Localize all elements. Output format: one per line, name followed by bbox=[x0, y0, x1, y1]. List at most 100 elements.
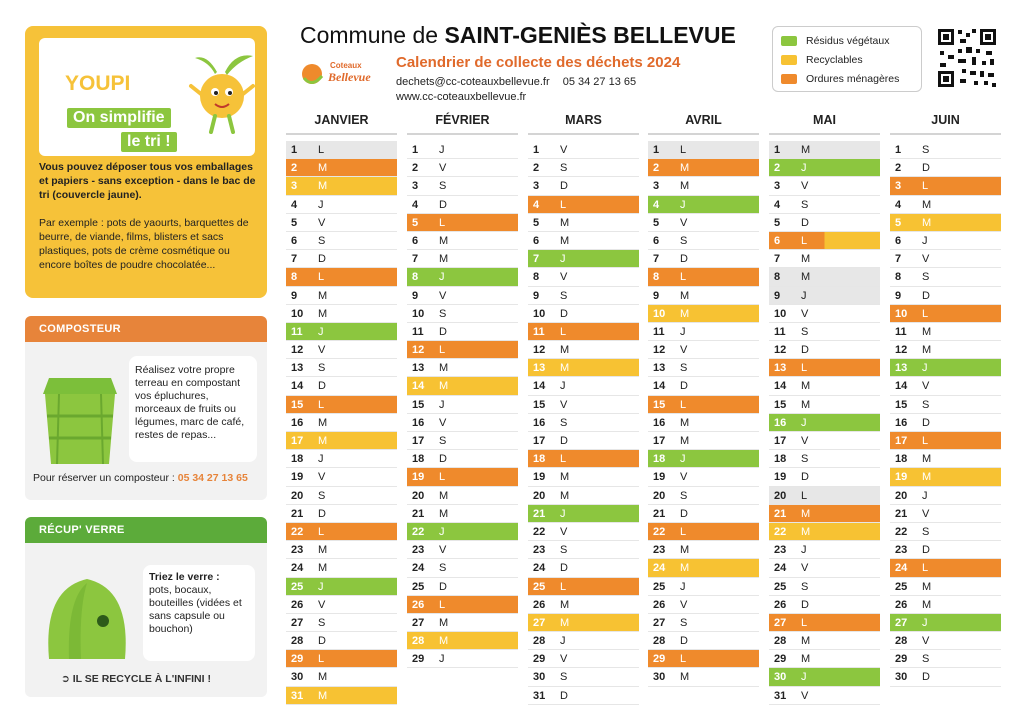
day-letter: V bbox=[439, 544, 447, 557]
day-letter: M bbox=[922, 580, 932, 593]
calendar-day: 25 M bbox=[890, 578, 1001, 596]
calendar-day: 12 V bbox=[286, 341, 397, 360]
month-name: MAI bbox=[813, 113, 836, 127]
day-number: 23 bbox=[291, 544, 304, 557]
calendar-day: 23 D bbox=[890, 541, 1001, 560]
day-letter: L bbox=[318, 525, 325, 538]
day-letter: L bbox=[801, 362, 808, 375]
day-number: 15 bbox=[533, 398, 546, 411]
calendar-day: 15 L bbox=[286, 395, 397, 414]
day-number: 26 bbox=[774, 598, 787, 611]
calendar-day: 17 L bbox=[890, 432, 1001, 451]
month-name: MARS bbox=[565, 113, 602, 127]
calendar-day: 13 L bbox=[769, 359, 880, 378]
day-number: 27 bbox=[291, 616, 304, 629]
composteur-phone[interactable]: 05 34 27 13 65 bbox=[177, 472, 248, 484]
calendar-day: 11 J bbox=[286, 322, 397, 342]
day-number: 4 bbox=[774, 198, 781, 211]
day-letter: M bbox=[680, 435, 690, 447]
legend: Résidus végétaux Recyclables Ordures mén… bbox=[772, 26, 922, 92]
contact-website[interactable]: www.cc-coteauxbellevue.fr bbox=[396, 91, 527, 103]
day-letter: M bbox=[801, 507, 811, 520]
calendar-day: 26 D bbox=[769, 596, 880, 614]
day-number: 2 bbox=[774, 162, 781, 175]
day-number: 10 bbox=[291, 307, 304, 320]
day-letter: L bbox=[680, 271, 687, 284]
day-number: 2 bbox=[412, 162, 419, 175]
day-number: 22 bbox=[291, 525, 304, 538]
calendar-day: 30 D bbox=[890, 668, 1001, 687]
day-letter: J bbox=[801, 416, 807, 429]
day-number: 11 bbox=[412, 325, 424, 338]
month-divider bbox=[648, 133, 759, 135]
calendar-day: 25 D bbox=[407, 578, 518, 596]
day-letter: J bbox=[922, 234, 928, 247]
day-letter: J bbox=[922, 362, 928, 375]
day-number: 18 bbox=[653, 453, 666, 466]
day-number: 2 bbox=[653, 162, 660, 175]
day-number: 18 bbox=[895, 453, 908, 466]
calendar-day: 18 S bbox=[769, 450, 880, 469]
day-letter: V bbox=[560, 144, 568, 156]
calendar-day: 25 S bbox=[769, 578, 880, 596]
day-letter: M bbox=[439, 489, 449, 502]
day-number: 1 bbox=[653, 144, 660, 156]
page-subtitle: Calendrier de collecte des déchets 2024 bbox=[396, 54, 681, 71]
day-letter: J bbox=[439, 144, 445, 156]
day-number: 21 bbox=[895, 507, 908, 520]
day-letter: V bbox=[680, 216, 688, 229]
day-letter: V bbox=[560, 525, 568, 538]
youpi-panel: YOUPI On simplifie le tri ! Vous pouvez … bbox=[25, 26, 267, 298]
day-number: 3 bbox=[412, 180, 419, 193]
day-number: 11 bbox=[895, 325, 907, 338]
contact-email[interactable]: dechets@cc-coteauxbellevue.fr bbox=[396, 76, 550, 88]
calendar-day: 31 M bbox=[286, 686, 397, 705]
calendar-day: 25 L bbox=[528, 577, 639, 596]
calendar-day: 22 M bbox=[769, 522, 880, 542]
calendar-day: 22 L bbox=[286, 522, 397, 542]
day-letter: J bbox=[318, 198, 324, 211]
day-number: 6 bbox=[774, 234, 781, 247]
day-number: 21 bbox=[412, 507, 425, 520]
day-number: 8 bbox=[533, 271, 540, 284]
day-number: 12 bbox=[412, 344, 425, 357]
calendar-day: 16 J bbox=[769, 413, 880, 432]
day-number: 7 bbox=[774, 253, 781, 266]
contact-phone[interactable]: 05 34 27 13 65 bbox=[562, 76, 637, 88]
day-number: 20 bbox=[412, 489, 425, 502]
calendar-day: 29 S bbox=[890, 650, 1001, 669]
day-letter: V bbox=[922, 253, 930, 266]
day-number: 24 bbox=[653, 562, 666, 575]
day-number: 23 bbox=[895, 544, 908, 557]
day-letter: M bbox=[680, 180, 690, 193]
day-letter: M bbox=[801, 380, 811, 393]
calendar-day: 24 S bbox=[407, 559, 518, 578]
day-letter: M bbox=[560, 471, 570, 484]
day-letter: S bbox=[318, 362, 326, 375]
day-letter: L bbox=[560, 580, 567, 593]
calendar-day: 26 L bbox=[407, 595, 518, 614]
day-letter: L bbox=[439, 216, 446, 229]
day-letter: S bbox=[318, 616, 326, 629]
day-number: 25 bbox=[291, 580, 304, 593]
day-letter: D bbox=[318, 507, 326, 520]
day-number: 5 bbox=[412, 216, 419, 229]
day-letter: M bbox=[680, 162, 690, 175]
day-number: 17 bbox=[412, 435, 425, 447]
day-letter: M bbox=[439, 380, 449, 393]
day-letter: M bbox=[560, 216, 570, 229]
day-number: 12 bbox=[653, 344, 666, 357]
day-number: 4 bbox=[412, 198, 419, 211]
day-number: 26 bbox=[533, 598, 546, 611]
day-letter: S bbox=[560, 544, 568, 557]
day-number: 25 bbox=[412, 580, 425, 593]
qr-code-icon[interactable] bbox=[936, 27, 998, 89]
day-number: 16 bbox=[412, 416, 425, 429]
day-number: 28 bbox=[533, 635, 546, 648]
day-letter: D bbox=[560, 689, 568, 702]
